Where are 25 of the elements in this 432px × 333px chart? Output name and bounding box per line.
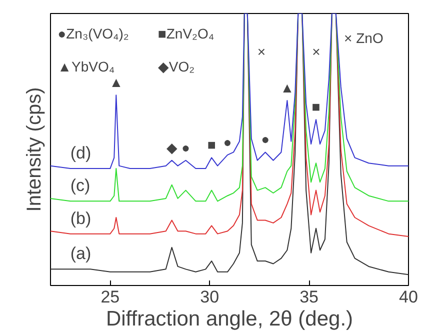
annotation: ● [261, 131, 270, 148]
annotation: ■ [312, 98, 320, 115]
annotation: ■ [207, 136, 216, 153]
annotation: ▲ [109, 74, 124, 90]
x-tick-label: 40 [399, 288, 418, 306]
annotation: ◆VO₂ [158, 58, 195, 74]
annotation: (d) [70, 144, 92, 163]
annotation: × ZnO [344, 30, 384, 46]
x-tick-label: 35 [300, 288, 319, 306]
annotation: × [312, 44, 320, 60]
annotation: ● [182, 139, 190, 156]
x-tick-label: 30 [200, 288, 220, 306]
annotation: (c) [70, 176, 90, 196]
annotation: ■ZnV₂O₄ [158, 26, 214, 42]
x-tick-label: 25 [100, 288, 120, 306]
annotation: ●Zn₃(VO₄)₂ [58, 26, 129, 42]
annotation: (b) [70, 208, 92, 228]
annotation: ● [223, 134, 232, 150]
annotation: ▲ [280, 80, 294, 96]
annotation: ▲YbVO₄ [58, 58, 115, 74]
x-axis-title: Diffraction angle, 2θ (deg.) [106, 308, 354, 330]
annotation: × [257, 44, 266, 60]
annotation: (a) [70, 244, 92, 264]
annotation: ◆ [166, 139, 178, 156]
y-axis-title: Intensity (cps) [24, 87, 46, 212]
